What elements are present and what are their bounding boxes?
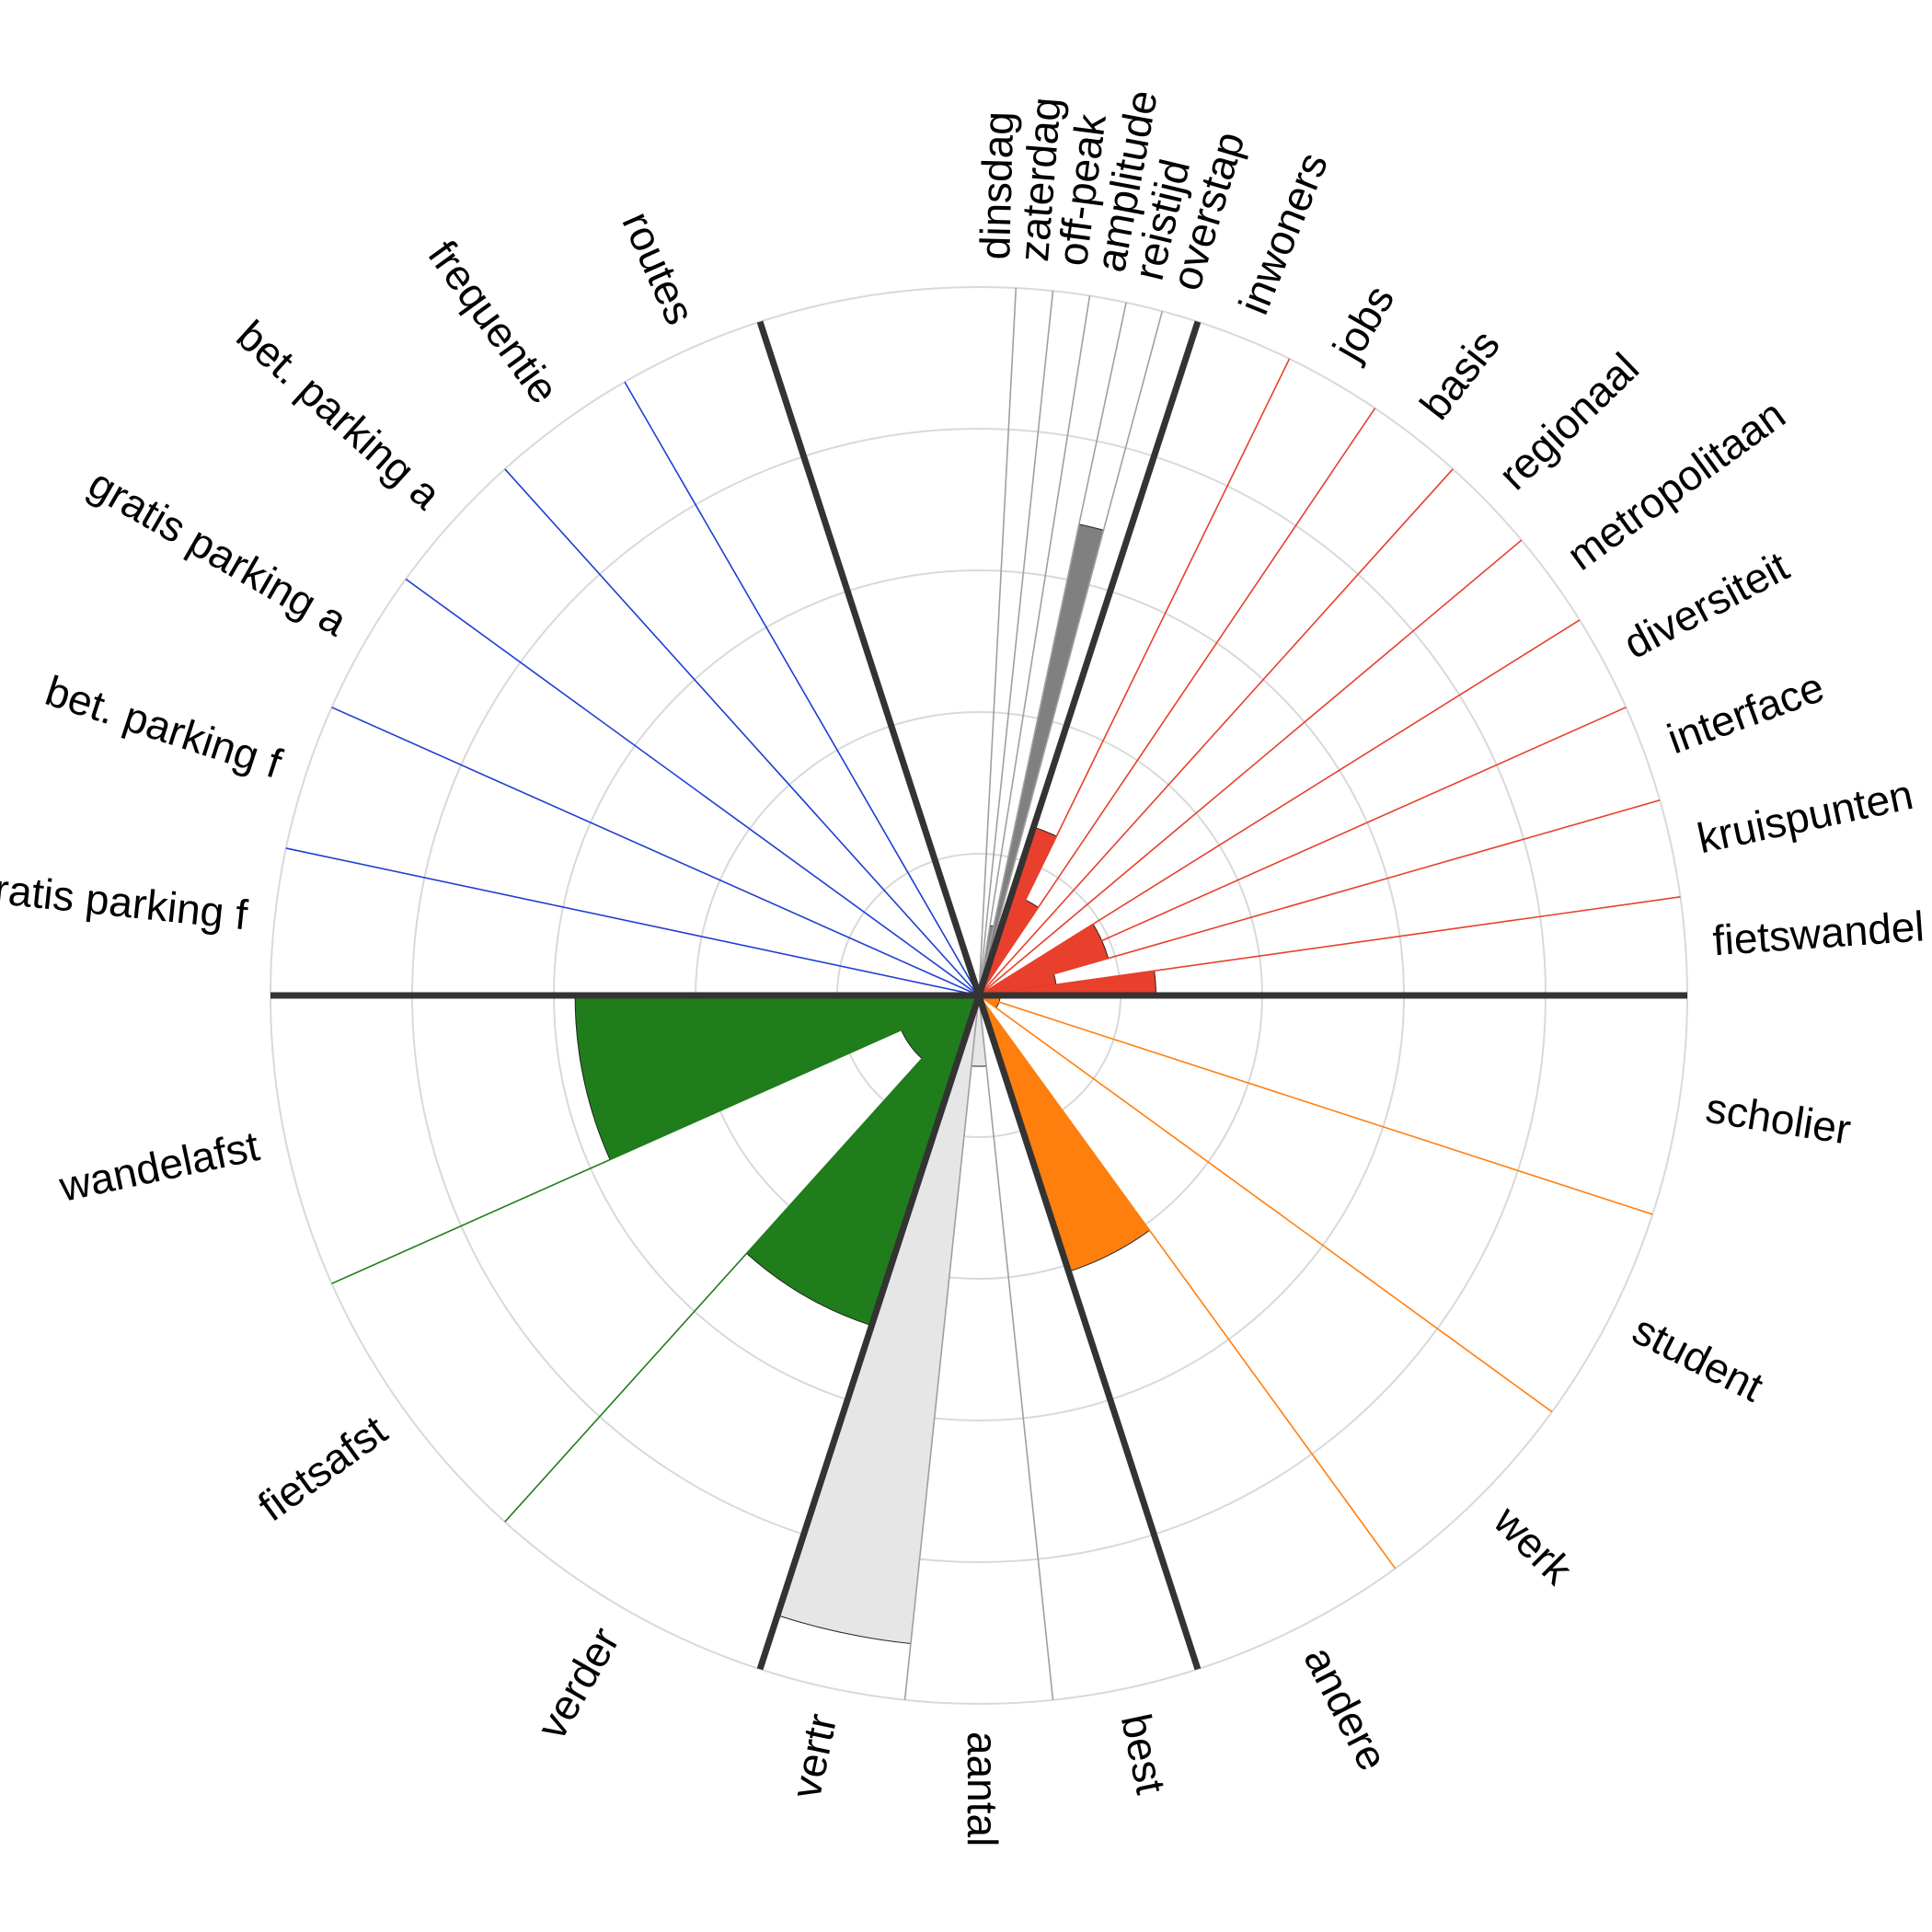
bars <box>574 523 1157 1645</box>
spoke-basis <box>978 468 1454 996</box>
label-fietsafst: fietsafst <box>249 1406 396 1530</box>
label-routes: routes <box>613 204 705 331</box>
label-bet-parking-a: bet. parking a <box>228 311 451 518</box>
spoke-interface <box>978 799 1661 996</box>
bar-wandelafst <box>574 995 980 1161</box>
category-spokes <box>285 288 1681 1700</box>
label-diversiteit: diversiteit <box>1616 542 1796 668</box>
spoke-reistijd <box>978 311 1164 996</box>
group-separator-5 <box>756 994 983 1671</box>
label-aantal: aantal <box>959 1731 1006 1846</box>
label-gratis-parking-f: gratis parking f <box>0 862 250 938</box>
label-best: best <box>1112 1709 1176 1798</box>
spoke-zaterdag <box>978 291 1054 996</box>
label-interface: interface <box>1662 662 1831 763</box>
spoke-off-peak <box>978 295 1091 996</box>
spoke-bet-parking-f <box>331 707 980 996</box>
bar-verder <box>745 995 980 1327</box>
label-kruispunten: kruispunten <box>1693 770 1916 862</box>
label-fietswandel: fietswandel <box>1711 902 1926 964</box>
spoke-metropolitaan <box>978 619 1581 996</box>
label-bet-parking-f: bet. parking f <box>40 666 287 788</box>
spoke-scholier <box>978 995 1653 1215</box>
label-student: student <box>1626 1305 1771 1411</box>
spoke-student <box>978 995 1553 1413</box>
spoke-best <box>978 995 1054 1700</box>
spoke-bet-parking-a <box>504 468 980 996</box>
group-separator-4 <box>975 994 1202 1671</box>
label-gratis-parking-a: gratis parking a <box>81 459 356 645</box>
spoke-kruispunten <box>978 896 1681 996</box>
group-separators <box>270 320 1687 1671</box>
group-separator-2 <box>975 320 1202 997</box>
spoke-frequentie <box>624 381 980 996</box>
label-wandelafst: wandelafst <box>54 1121 263 1211</box>
spoke-fietsafst <box>331 995 980 1284</box>
label-werk: werk <box>1484 1496 1582 1594</box>
spoke-gratis-parking-a <box>405 578 980 996</box>
label-vertr: vertr <box>781 1709 845 1802</box>
label-jobs: jobs <box>1322 277 1403 370</box>
spoke-verder <box>504 995 980 1523</box>
spoke-werk <box>978 995 1397 1570</box>
label-basis: basis <box>1410 321 1509 429</box>
label-regionaal: regionaal <box>1489 343 1648 499</box>
label-dinsdag: dinsdag <box>971 110 1022 259</box>
label-inwoners: inwoners <box>1229 145 1337 320</box>
spoke-gratis-parking-f <box>285 847 980 996</box>
bar-andere <box>978 995 1151 1272</box>
spoke-diversiteit <box>978 707 1627 996</box>
label-frequentie: frequentie <box>420 232 569 412</box>
label-scholier: scholier <box>1703 1084 1855 1154</box>
spoke-jobs <box>978 408 1376 996</box>
label-verder: verder <box>527 1619 628 1747</box>
label-andere: andere <box>1294 1639 1397 1777</box>
spoke-amplitude <box>978 302 1127 996</box>
spoke-regionaal <box>978 539 1523 996</box>
group-separator-1 <box>756 320 983 997</box>
spoke-aantal <box>903 995 980 1700</box>
spoke-dinsdag <box>978 288 1018 996</box>
spoke-inwoners <box>978 358 1291 996</box>
